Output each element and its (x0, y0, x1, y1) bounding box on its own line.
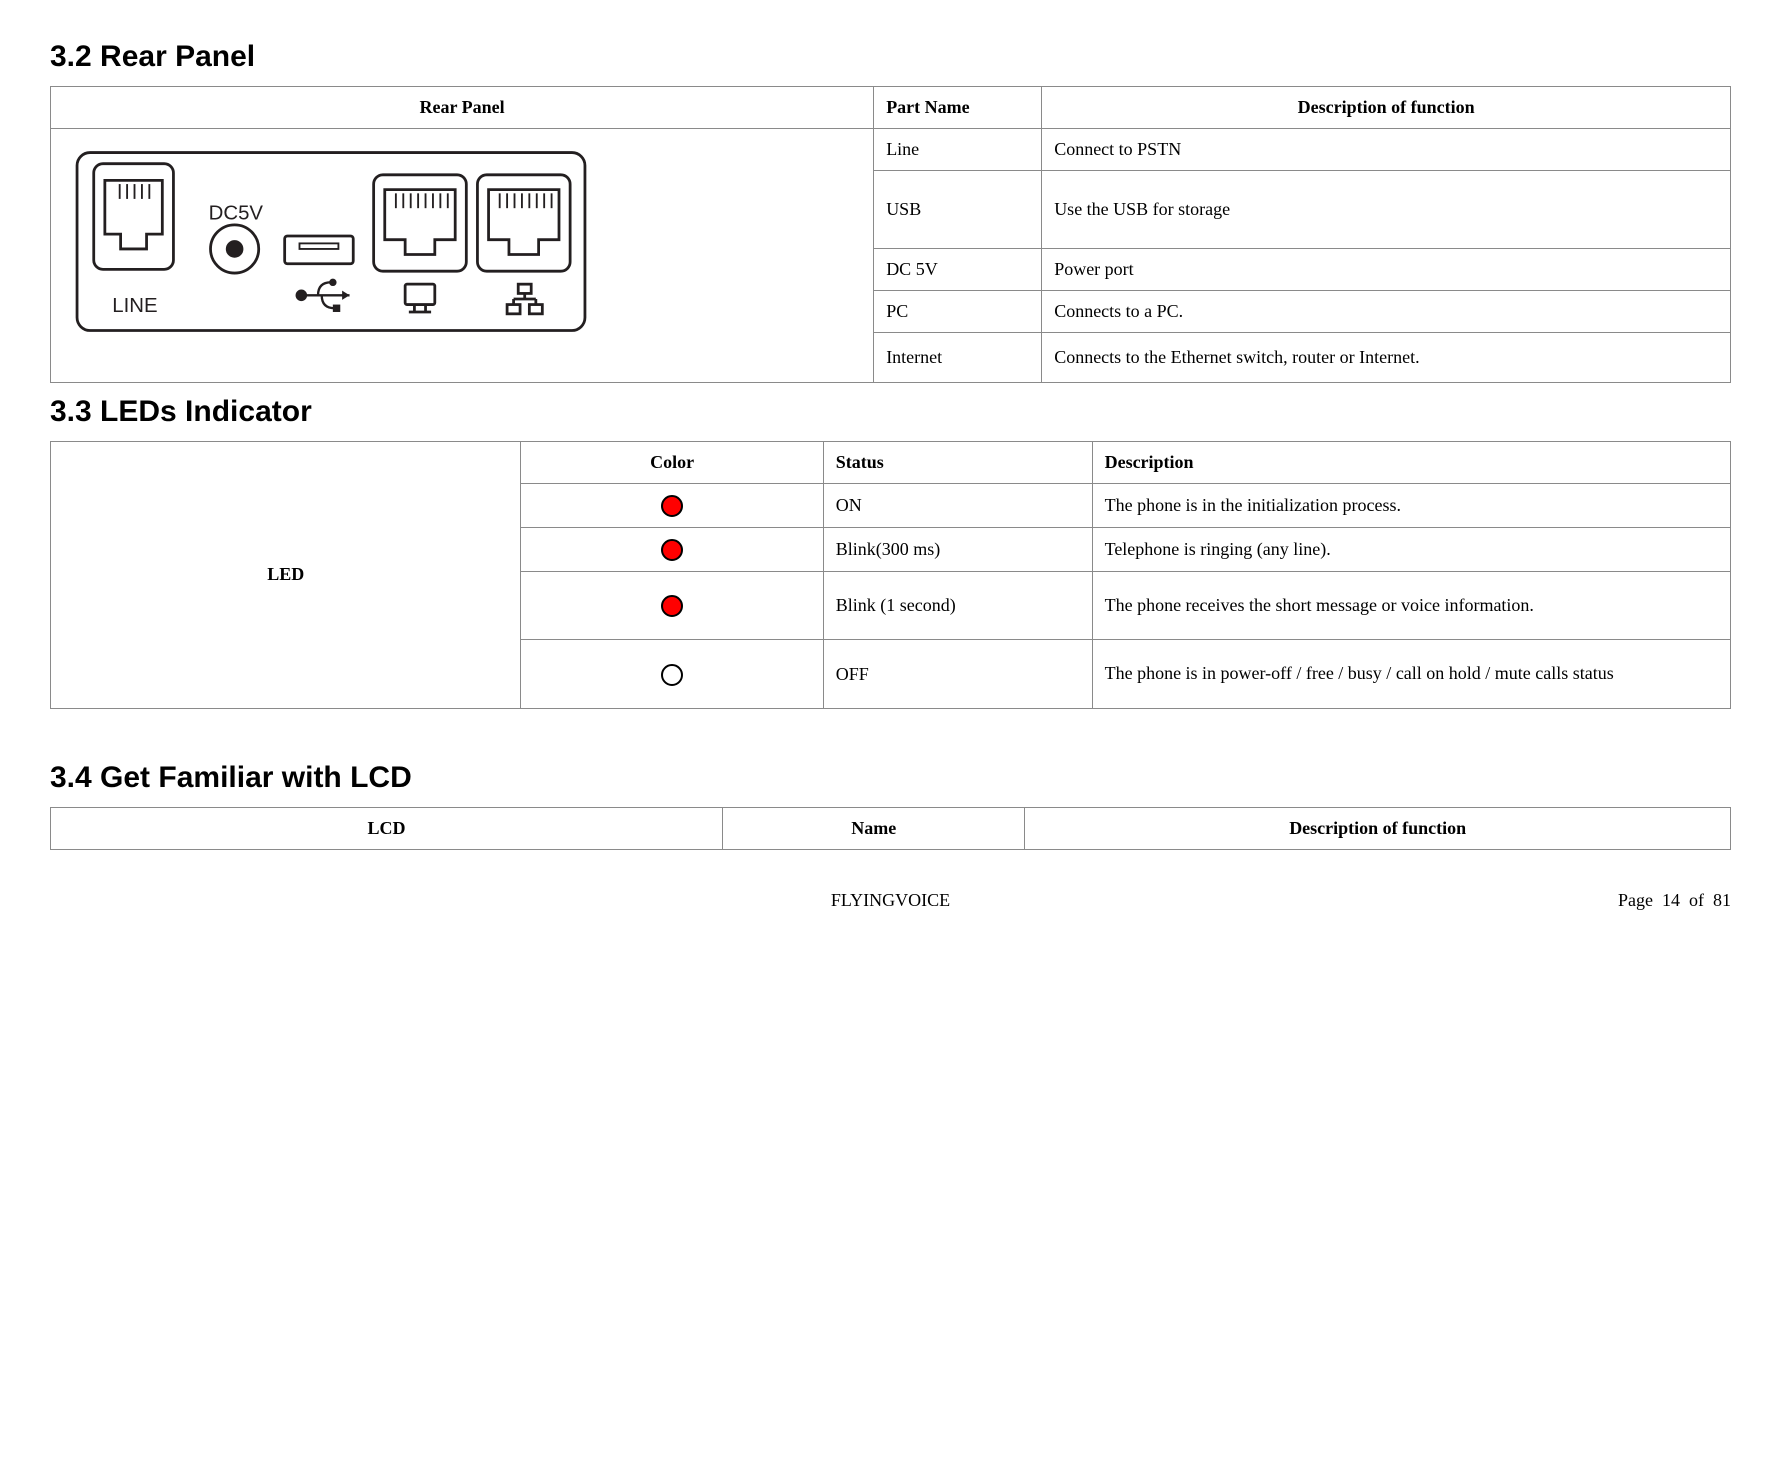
footer-center: FLYINGVOICE (610, 890, 1170, 911)
rear-panel-diagram: LINE DC5V (71, 147, 591, 337)
rear-part-desc: Connects to a PC. (1042, 291, 1731, 333)
lcd-header-col1: LCD (51, 807, 723, 849)
rear-part-name: USB (874, 171, 1042, 249)
led-color-cell (521, 484, 823, 528)
led-desc: Telephone is ringing (any line). (1092, 527, 1730, 571)
rear-part-desc: Use the USB for storage (1042, 171, 1731, 249)
page-footer: FLYINGVOICE Page 14 of 81 (50, 890, 1731, 911)
rear-part-desc: Power port (1042, 249, 1731, 291)
heading-lcd: 3.4 Get Familiar with LCD (50, 761, 1731, 795)
rear-panel-image-cell: LINE DC5V (51, 129, 874, 383)
leds-header-col3: Description (1092, 442, 1730, 484)
lcd-header-col2: Name (723, 807, 1025, 849)
rear-part-name: PC (874, 291, 1042, 333)
heading-rear-panel: 3.2 Rear Panel (50, 40, 1731, 74)
leds-table: LED Color Status Description ON The phon… (50, 441, 1731, 709)
heading-leds: 3.3 LEDs Indicator (50, 395, 1731, 429)
led-off-icon (661, 664, 683, 686)
table-row: LINE DC5V Line Connect to PSTN (51, 129, 1731, 171)
rear-label-dc5v: DC5V (209, 202, 264, 224)
led-status: Blink (1 second) (823, 571, 1092, 640)
led-red-icon (661, 539, 683, 561)
rear-header-col2: Part Name (874, 87, 1042, 129)
rear-part-desc: Connect to PSTN (1042, 129, 1731, 171)
led-color-cell (521, 571, 823, 640)
led-color-cell (521, 640, 823, 709)
led-red-icon (661, 595, 683, 617)
leds-header-col2: Status (823, 442, 1092, 484)
led-color-cell (521, 527, 823, 571)
lcd-table: LCD Name Description of function (50, 807, 1731, 850)
led-red-icon (661, 495, 683, 517)
rear-panel-table: Rear Panel Part Name Description of func… (50, 86, 1731, 383)
rear-header-col3: Description of function (1042, 87, 1731, 129)
rear-header-col1: Rear Panel (51, 87, 874, 129)
rear-part-name: Internet (874, 333, 1042, 383)
rear-label-line: LINE (112, 295, 157, 317)
led-desc: The phone receives the short message or … (1092, 571, 1730, 640)
led-status: Blink(300 ms) (823, 527, 1092, 571)
rear-part-name: Line (874, 129, 1042, 171)
rear-part-desc: Connects to the Ethernet switch, router … (1042, 333, 1731, 383)
leds-header-col1: Color (521, 442, 823, 484)
led-status: OFF (823, 640, 1092, 709)
led-desc: The phone is in power-off / free / busy … (1092, 640, 1730, 709)
footer-right: Page 14 of 81 (1171, 890, 1731, 911)
led-desc: The phone is in the initialization proce… (1092, 484, 1730, 528)
lcd-header-col3: Description of function (1025, 807, 1731, 849)
rear-part-name: DC 5V (874, 249, 1042, 291)
leds-header-col0: LED (51, 442, 521, 709)
led-status: ON (823, 484, 1092, 528)
